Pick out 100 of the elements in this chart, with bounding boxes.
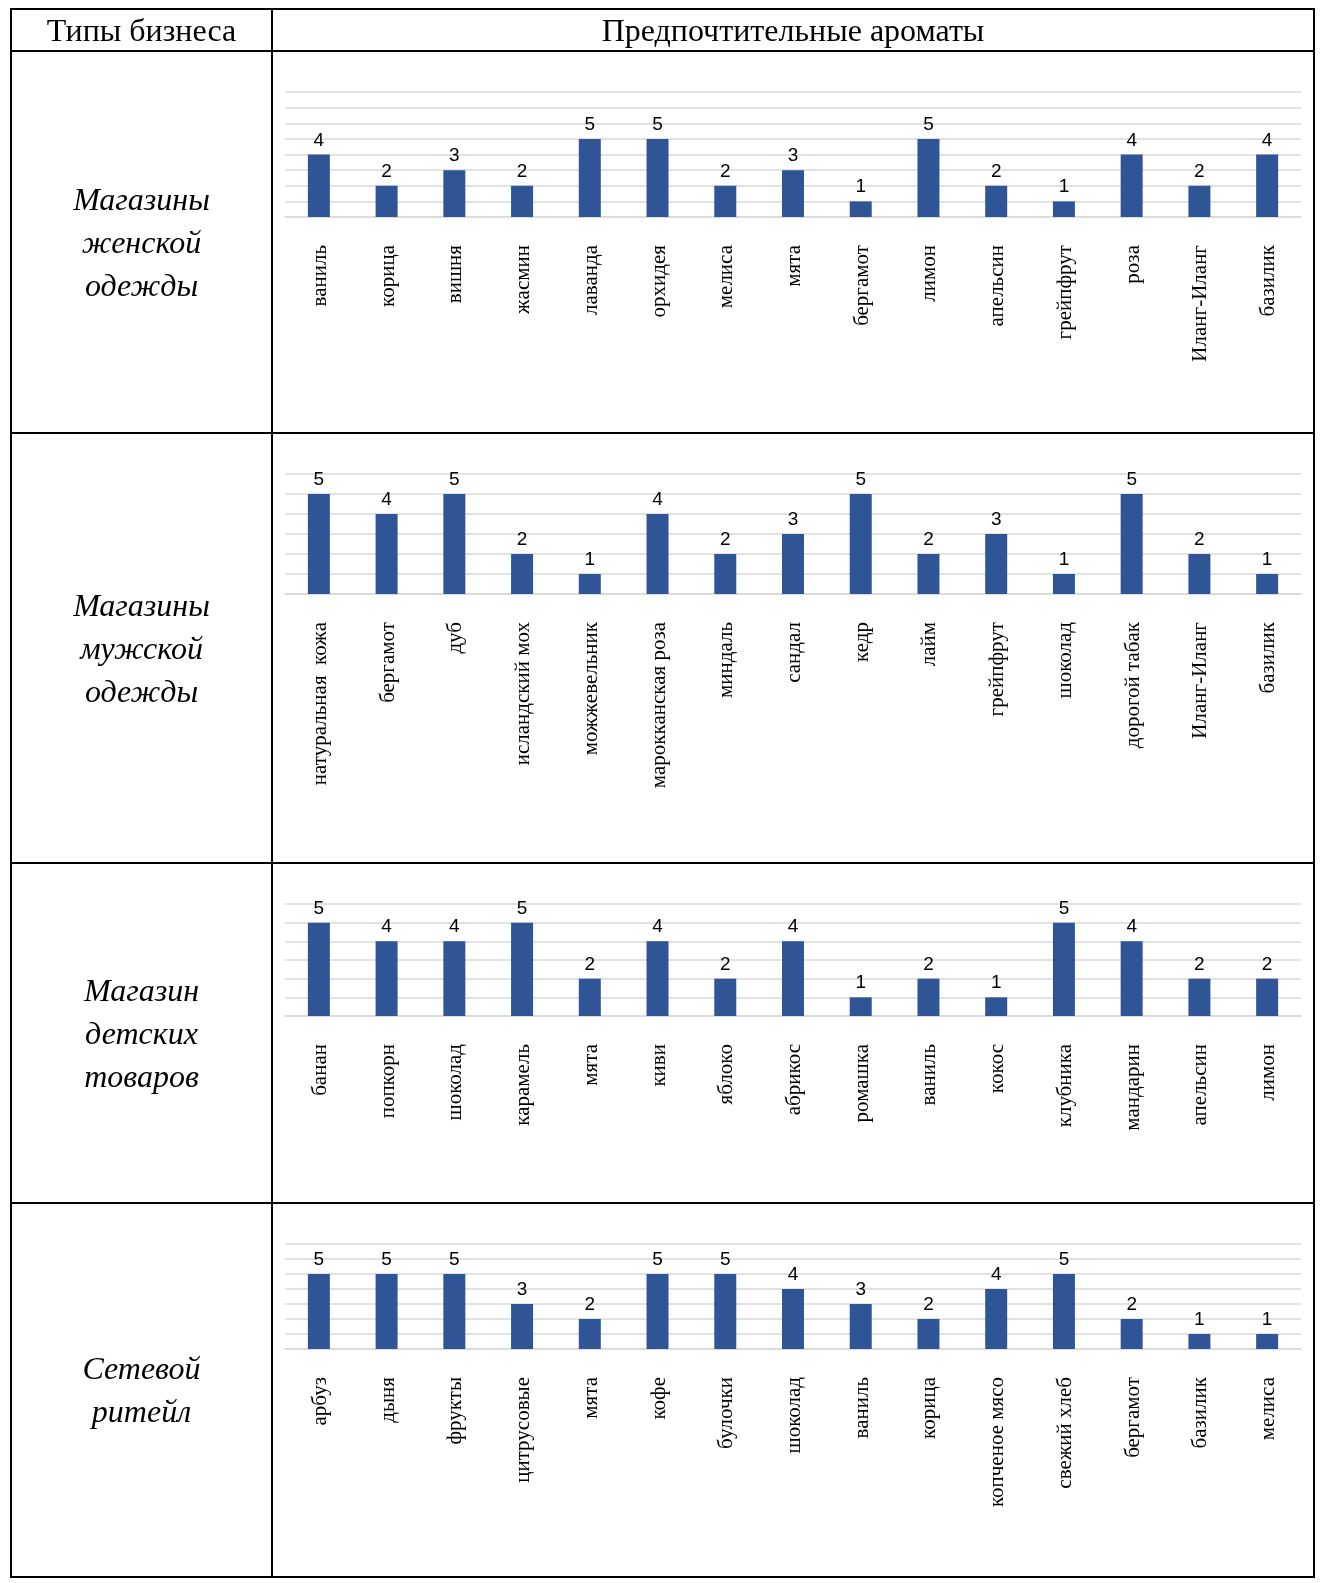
- x-tick-label: жасмин: [510, 245, 535, 315]
- bar: [511, 1304, 534, 1349]
- text: Типы бизнеса: [11, 9, 272, 51]
- data-label: 1: [1261, 1308, 1273, 1329]
- x-tick-label: мелиса: [1255, 1376, 1280, 1441]
- data-label: 2: [584, 952, 596, 974]
- x-tick-label: мята: [577, 1043, 602, 1086]
- bar: [443, 170, 466, 217]
- bar: [985, 1289, 1008, 1349]
- x-tick-label: шоколад: [1051, 621, 1076, 699]
- x-tick-label: шоколад: [442, 1043, 467, 1121]
- x-tick-label: абрикос: [781, 1044, 805, 1116]
- bar: [1188, 1334, 1211, 1349]
- x-tick-label: мелиса: [713, 244, 738, 309]
- bar: [1120, 494, 1143, 594]
- bar: [646, 514, 669, 594]
- x-tick-label: корица: [374, 244, 399, 307]
- bar: [782, 1289, 804, 1349]
- data-label: 3: [787, 144, 799, 166]
- data-label: 5: [1126, 468, 1137, 489]
- data-label: 2: [923, 528, 934, 549]
- data-label: 2: [923, 1293, 934, 1314]
- x-tick-label: дуб: [442, 622, 467, 654]
- bar: [511, 922, 534, 1016]
- bar: [443, 941, 466, 1016]
- data-label: 1: [584, 548, 596, 569]
- x-tick-label: грейпфрут: [984, 622, 1009, 717]
- data-label: 1: [855, 971, 867, 993]
- data-label: 1: [990, 971, 1002, 993]
- text: Магазины женской одежды: [11, 51, 272, 433]
- x-tick-label: кедр: [848, 622, 873, 662]
- data-label: 5: [584, 112, 596, 134]
- data-label: 5: [1058, 896, 1070, 918]
- x-tick-label: марокканская роза: [645, 621, 670, 789]
- bar: [307, 154, 330, 217]
- bar: [782, 941, 804, 1016]
- data-label: 3: [449, 144, 460, 166]
- data-label: 4: [1126, 915, 1138, 937]
- data-label: 5: [652, 112, 663, 134]
- bar: [849, 201, 872, 217]
- x-tick-label: булочки: [713, 1377, 738, 1449]
- data-label: 4: [313, 128, 325, 150]
- data-label: 2: [584, 1293, 596, 1314]
- x-tick-label: базилик: [1255, 621, 1280, 694]
- data-label: 3: [516, 1278, 528, 1299]
- bar: [646, 138, 669, 217]
- bar: [782, 170, 804, 217]
- bar: [646, 941, 669, 1016]
- bar: [578, 978, 601, 1016]
- x-tick-label: корица: [916, 1376, 941, 1439]
- x-tick-label: базилик: [1255, 244, 1280, 317]
- data-label: 1: [1261, 548, 1273, 569]
- x-tick-label: свежий хлеб: [1051, 1377, 1076, 1489]
- x-tick-label: Иланг-Иланг: [1187, 244, 1212, 362]
- bar: [443, 1274, 466, 1349]
- x-tick-label: лайм: [916, 622, 941, 667]
- bar: [1256, 574, 1279, 594]
- x-tick-label: апельсин: [984, 245, 1009, 327]
- x-tick-label: дыня: [374, 1376, 399, 1423]
- bar: [578, 574, 601, 594]
- data-label: 3: [855, 1278, 867, 1299]
- data-label: 5: [313, 1248, 325, 1269]
- x-tick-label: ромашка: [848, 1043, 873, 1123]
- data-label: 4: [787, 915, 799, 937]
- x-tick-label: ваниль: [916, 1044, 941, 1106]
- bar: [1052, 922, 1075, 1016]
- data-label: 4: [381, 915, 393, 937]
- bar: [917, 1319, 940, 1349]
- x-tick-label: апельсин: [1187, 1044, 1212, 1126]
- x-tick-label: копченое мясо: [984, 1377, 1009, 1508]
- data-label: 4: [787, 1263, 799, 1284]
- text: Магазины мужской одежды: [11, 433, 272, 863]
- bar: [578, 138, 601, 217]
- data-label: 2: [516, 159, 528, 181]
- x-tick-label: карамель: [510, 1044, 535, 1126]
- data-label: 2: [516, 528, 528, 549]
- data-label: 4: [449, 915, 461, 937]
- data-label: 3: [787, 508, 799, 529]
- data-label: 5: [516, 896, 528, 918]
- x-tick-label: исландский мох: [510, 621, 535, 766]
- bar: [1256, 978, 1279, 1016]
- bar: [646, 1274, 669, 1349]
- data-label: 5: [923, 112, 934, 134]
- data-label: 2: [719, 952, 731, 974]
- bar: [714, 1274, 737, 1349]
- data-label: 5: [652, 1248, 663, 1269]
- x-tick-label: натуральная кожа: [306, 621, 331, 786]
- bar: [985, 997, 1008, 1016]
- x-tick-label: можжевельник: [577, 621, 602, 756]
- data-label: 5: [313, 468, 325, 489]
- data-label: 2: [923, 952, 934, 974]
- bar: [375, 1274, 398, 1349]
- data-label: 4: [1261, 128, 1273, 150]
- data-label: 4: [652, 915, 664, 937]
- bar: [375, 185, 398, 217]
- text: Магазин детских товаров: [11, 863, 272, 1203]
- bar: [714, 554, 737, 594]
- data-label: 5: [1058, 1248, 1070, 1269]
- bar: [985, 185, 1008, 217]
- x-tick-label: кокос: [984, 1044, 1009, 1094]
